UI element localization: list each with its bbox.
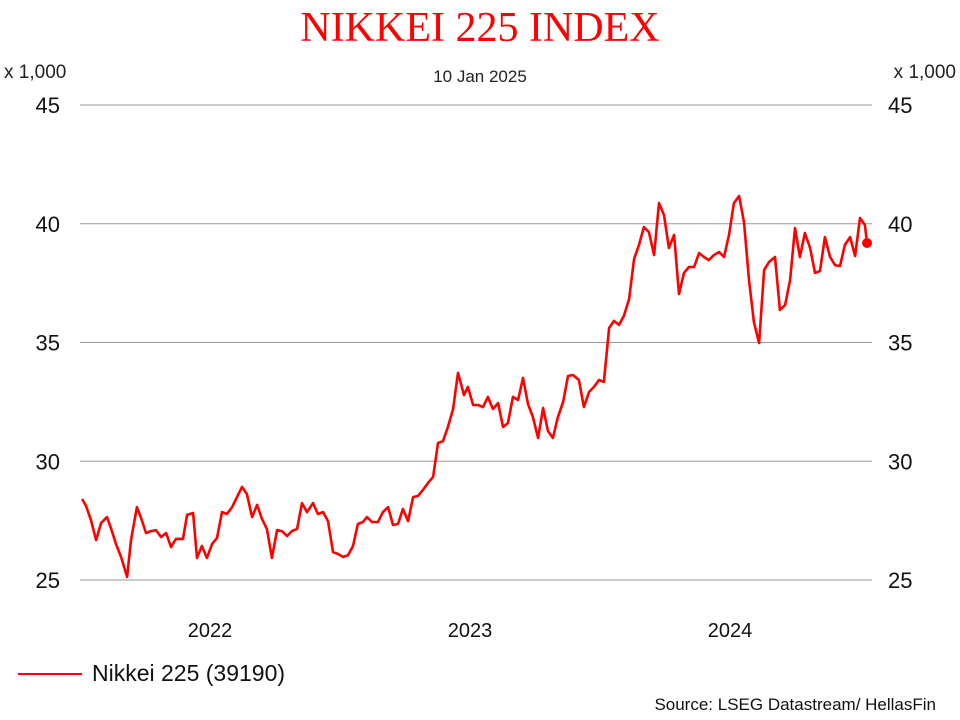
chart-subtitle: 10 Jan 2025	[433, 67, 527, 86]
y-tick-label-left: 40	[36, 212, 60, 237]
last-value-marker	[862, 237, 873, 248]
y-tick-label-left: 25	[36, 568, 60, 593]
y-axis-unit-left: x 1,000	[4, 62, 67, 83]
source-note: Source: LSEG Datastream/ HellasFin	[654, 695, 936, 714]
y-tick-label-right: 45	[888, 93, 912, 118]
y-tick-label-right: 25	[888, 568, 912, 593]
y-tick-label-right: 30	[888, 449, 912, 474]
x-tick-label: 2023	[448, 620, 493, 642]
legend-line-swatch	[18, 672, 82, 675]
y-tick-label-left: 30	[36, 449, 60, 474]
y-tick-label-right: 40	[888, 212, 912, 237]
y-tick-label-left: 35	[36, 331, 60, 356]
x-tick-label: 2022	[188, 620, 233, 642]
series-line-nikkei-225	[80, 194, 869, 579]
chart-title: NIKKEI 225 INDEX	[300, 5, 660, 51]
legend-label: Nikkei 225 (39190)	[92, 660, 286, 686]
y-tick-label-left: 45	[36, 93, 60, 118]
legend: Nikkei 225 (39190)	[18, 660, 285, 687]
x-tick-label: 2024	[708, 620, 753, 642]
y-axis-unit-right: x 1,000	[893, 62, 956, 83]
y-tick-label-right: 35	[888, 331, 912, 356]
